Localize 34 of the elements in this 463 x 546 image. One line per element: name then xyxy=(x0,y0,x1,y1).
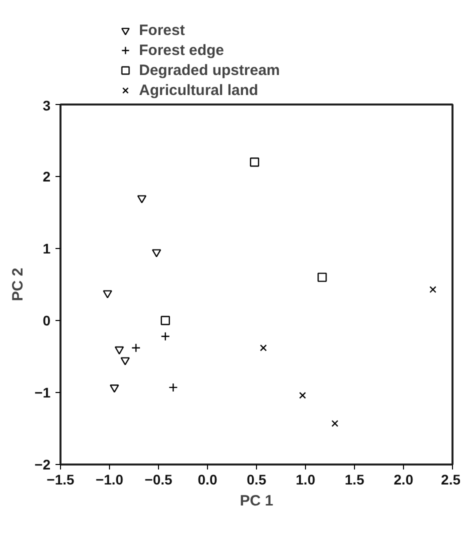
point xyxy=(110,384,119,393)
y-tick-label: −2 xyxy=(34,456,51,472)
x-tick-label: 0.0 xyxy=(198,472,218,488)
y-axis-title: PC 2 xyxy=(10,268,27,302)
point xyxy=(260,344,267,352)
x-tick-label: 1.5 xyxy=(344,472,364,488)
point xyxy=(114,346,124,355)
x-tick-label: −0.5 xyxy=(144,472,173,488)
legend-label: Forest edge xyxy=(139,40,224,60)
legend-label: Degraded upstream xyxy=(139,60,280,80)
point xyxy=(152,249,162,258)
point xyxy=(102,290,112,298)
x-axis-title: PC 1 xyxy=(240,492,274,510)
point xyxy=(331,420,338,427)
y-tick-label: 1 xyxy=(42,240,51,256)
point xyxy=(250,158,260,167)
point xyxy=(318,272,327,282)
point xyxy=(137,195,146,204)
point xyxy=(299,392,306,399)
x-tick-label: −1.5 xyxy=(46,472,75,488)
y-tick-label: −1 xyxy=(34,384,51,400)
point xyxy=(160,316,170,326)
legend-label: Agricultural land xyxy=(139,80,258,100)
legend-label: Forest xyxy=(139,20,185,40)
x-tick-label: 2.5 xyxy=(441,472,461,488)
y-tick-label: 2 xyxy=(42,168,51,184)
x-tick-label: 2.0 xyxy=(394,472,414,488)
x-tick-label: 1.0 xyxy=(296,472,316,488)
y-tick-label: 0 xyxy=(42,312,51,328)
x-tick-label: 0.5 xyxy=(246,472,266,488)
x-tick-label: −1.0 xyxy=(96,472,124,488)
y-tick-label: 3 xyxy=(42,98,51,114)
point xyxy=(120,357,130,366)
point xyxy=(429,286,436,293)
